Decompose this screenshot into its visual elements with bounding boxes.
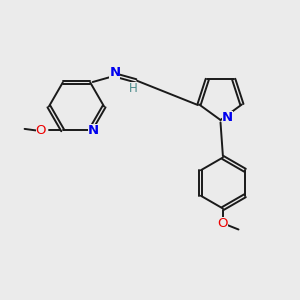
Text: N: N (109, 67, 121, 80)
Text: N: N (88, 124, 99, 137)
Text: O: O (35, 124, 46, 137)
Text: H: H (128, 82, 137, 95)
Text: N: N (221, 111, 233, 124)
Text: O: O (218, 217, 228, 230)
